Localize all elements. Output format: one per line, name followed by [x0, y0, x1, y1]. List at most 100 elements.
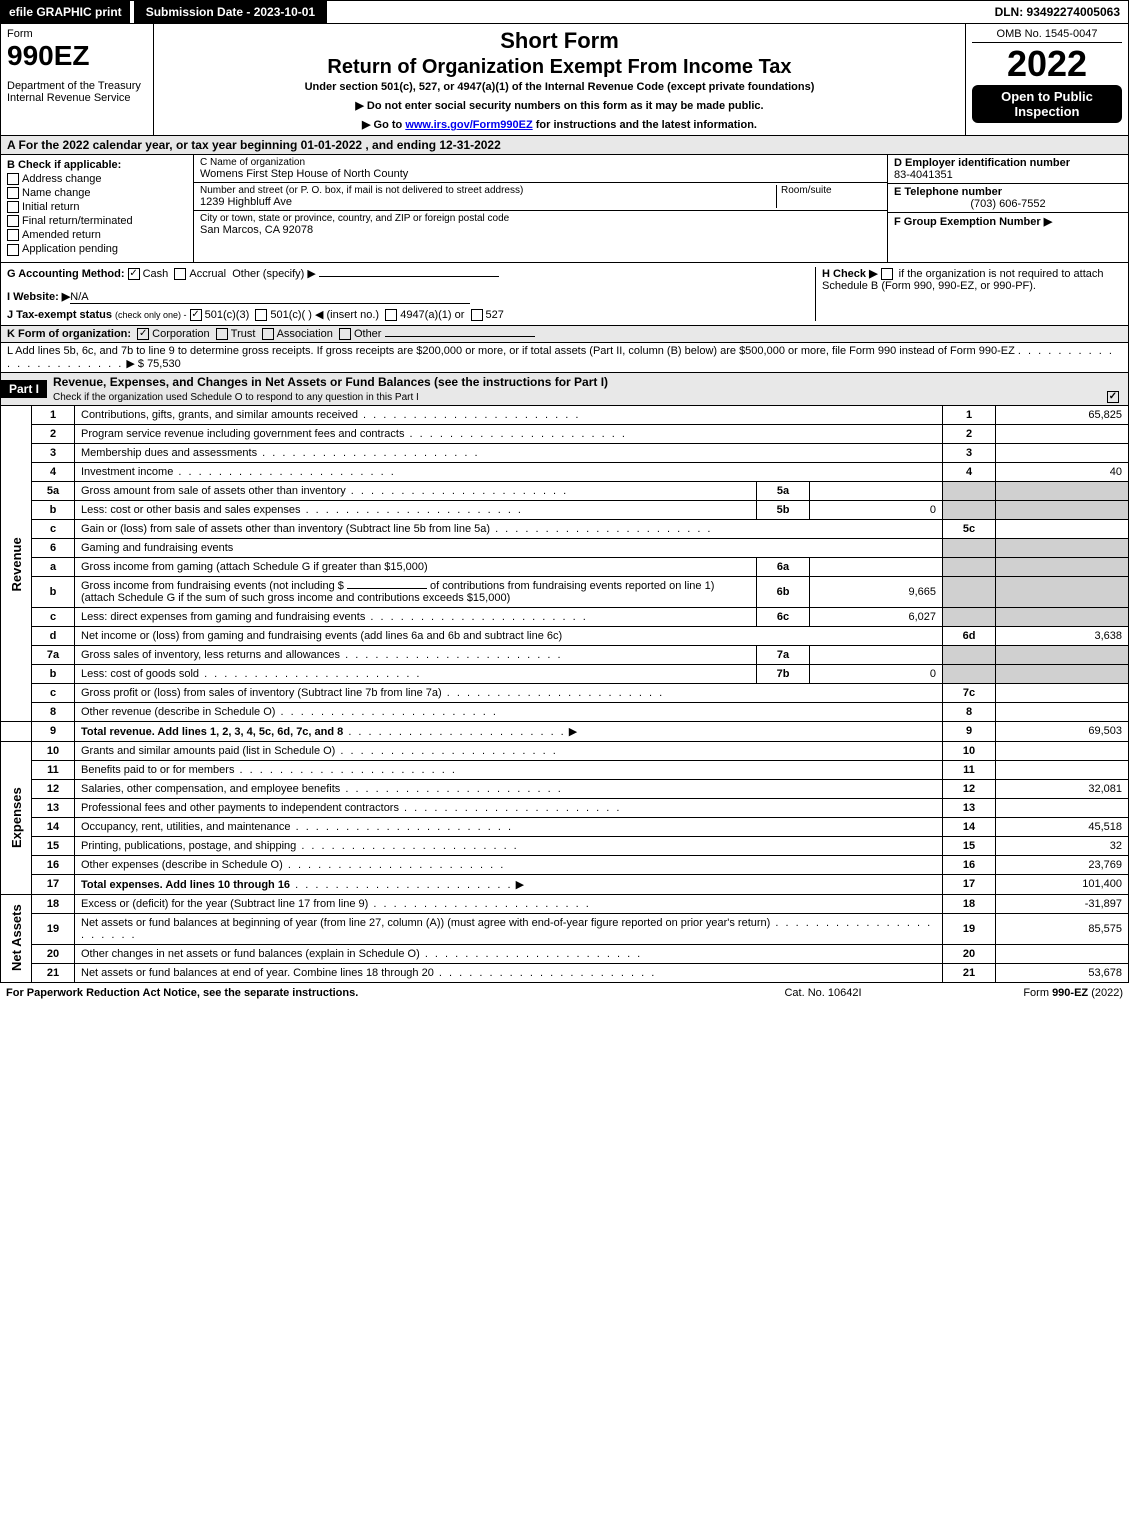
form-label: Form — [7, 28, 147, 40]
group-exemption-label: F Group Exemption Number ▶ — [894, 215, 1122, 228]
checkbox-corporation[interactable] — [137, 328, 149, 340]
omb-number: OMB No. 1545-0047 — [972, 28, 1122, 43]
ein-label: D Employer identification number — [894, 157, 1122, 169]
instr-post: for instructions and the latest informat… — [533, 119, 757, 131]
line-5c: c Gain or (loss) from sale of assets oth… — [1, 519, 1129, 538]
line-14: 14 Occupancy, rent, utilities, and maint… — [1, 817, 1129, 836]
street-address: 1239 Highbluff Ave — [200, 196, 776, 208]
line-11: 11 Benefits paid to or for members 11 — [1, 760, 1129, 779]
line-8: 8 Other revenue (describe in Schedule O)… — [1, 702, 1129, 721]
form-number: 990EZ — [7, 40, 147, 72]
netassets-vertical-label: Net Assets — [1, 894, 32, 982]
line-6a: a Gross income from gaming (attach Sched… — [1, 557, 1129, 576]
checkbox-trust[interactable] — [216, 328, 228, 340]
checkbox-schedule-o[interactable] — [1107, 391, 1119, 403]
city-label: City or town, state or province, country… — [200, 213, 881, 224]
city-row: City or town, state or province, country… — [194, 211, 887, 238]
line-12: 12 Salaries, other compensation, and emp… — [1, 779, 1129, 798]
checkbox-final-return[interactable]: Final return/terminated — [7, 215, 187, 227]
form-header: Form 990EZ Department of the Treasury In… — [0, 24, 1129, 136]
phone-row: E Telephone number (703) 606-7552 — [888, 184, 1128, 213]
part1-table: Revenue 1 Contributions, gifts, grants, … — [0, 406, 1129, 983]
line-16: 16 Other expenses (describe in Schedule … — [1, 855, 1129, 874]
checkbox-501c3[interactable] — [190, 309, 202, 321]
info-block: B Check if applicable: Address change Na… — [0, 155, 1129, 263]
line-7b: b Less: cost of goods sold 7b 0 — [1, 664, 1129, 683]
section-gh: G Accounting Method: Cash Accrual Other … — [0, 263, 1129, 326]
l-text: L Add lines 5b, 6c, and 7b to line 9 to … — [7, 345, 1015, 357]
checkbox-schedule-b[interactable] — [881, 268, 893, 280]
checkbox-cash[interactable] — [128, 268, 140, 280]
under-section: Under section 501(c), 527, or 4947(a)(1)… — [160, 81, 959, 93]
room-label: Room/suite — [781, 185, 881, 196]
instruction-link: ▶ Go to www.irs.gov/Form990EZ for instru… — [160, 118, 959, 131]
footer-form-ref: Form 990-EZ (2022) — [923, 987, 1123, 999]
short-form-title: Short Form — [160, 28, 959, 54]
part1-label: Part I — [1, 380, 47, 398]
g-label: G Accounting Method: — [7, 268, 125, 280]
checkbox-association[interactable] — [262, 328, 274, 340]
tax-exempt-row: J Tax-exempt status (check only one) - 5… — [7, 308, 815, 321]
checkbox-501c[interactable] — [255, 309, 267, 321]
street-label: Number and street (or P. O. box, if mail… — [200, 185, 776, 196]
other-specify: Other (specify) ▶ — [232, 268, 316, 280]
l-arrow: ▶ $ — [126, 358, 144, 370]
group-exemption-row: F Group Exemption Number ▶ — [888, 213, 1128, 230]
footer-cat-no: Cat. No. 10642I — [723, 987, 923, 999]
instr-pre: ▶ Go to — [362, 119, 405, 131]
open-public-badge: Open to Public Inspection — [972, 85, 1122, 123]
line-15: 15 Printing, publications, postage, and … — [1, 836, 1129, 855]
section-h: H Check ▶ if the organization is not req… — [815, 267, 1122, 321]
checkbox-application-pending[interactable]: Application pending — [7, 243, 187, 255]
part1-title: Revenue, Expenses, and Changes in Net As… — [47, 373, 1128, 405]
checkbox-amended-return[interactable]: Amended return — [7, 229, 187, 241]
phone-value: (703) 606-7552 — [894, 198, 1122, 210]
checkbox-accrual[interactable] — [174, 268, 186, 280]
city-state-zip: San Marcos, CA 92078 — [200, 224, 881, 236]
line-21: 21 Net assets or fund balances at end of… — [1, 963, 1129, 982]
line-9: 9 Total revenue. Add lines 1, 2, 3, 4, 5… — [1, 721, 1129, 741]
checkbox-name-change[interactable]: Name change — [7, 187, 187, 199]
efile-print-button[interactable]: efile GRAPHIC print — [1, 1, 130, 23]
checkbox-527[interactable] — [471, 309, 483, 321]
section-k: K Form of organization: Corporation Trus… — [0, 326, 1129, 343]
checkbox-initial-return[interactable]: Initial return — [7, 201, 187, 213]
line-10: Expenses 10 Grants and similar amounts p… — [1, 741, 1129, 760]
line-6: 6 Gaming and fundraising events — [1, 538, 1129, 557]
section-g-i-j: G Accounting Method: Cash Accrual Other … — [7, 267, 815, 321]
org-name: Womens First Step House of North County — [200, 168, 881, 180]
section-a-calendar-year: A For the 2022 calendar year, or tax yea… — [0, 136, 1129, 155]
org-name-label: C Name of organization — [200, 157, 881, 168]
checkbox-other-org[interactable] — [339, 328, 351, 340]
line-4: 4 Investment income 4 40 — [1, 462, 1129, 481]
page-footer: For Paperwork Reduction Act Notice, see … — [0, 983, 1129, 1003]
line-6c: c Less: direct expenses from gaming and … — [1, 607, 1129, 626]
line-20: 20 Other changes in net assets or fund b… — [1, 944, 1129, 963]
line-6b: b Gross income from fundraising events (… — [1, 576, 1129, 607]
checkbox-address-change[interactable]: Address change — [7, 173, 187, 185]
ein-row: D Employer identification number 83-4041… — [888, 155, 1128, 184]
irs-link[interactable]: www.irs.gov/Form990EZ — [405, 119, 532, 131]
i-label: I Website: ▶ — [7, 291, 70, 303]
org-name-row: C Name of organization Womens First Step… — [194, 155, 887, 183]
submission-date: Submission Date - 2023-10-01 — [134, 1, 327, 23]
header-left: Form 990EZ Department of the Treasury In… — [1, 24, 154, 135]
line-19: 19 Net assets or fund balances at beginn… — [1, 913, 1129, 944]
section-b-checkboxes: B Check if applicable: Address change Na… — [1, 155, 194, 262]
checkbox-4947[interactable] — [385, 309, 397, 321]
k-label: K Form of organization: — [7, 328, 131, 340]
line-2: 2 Program service revenue including gove… — [1, 424, 1129, 443]
line-1: Revenue 1 Contributions, gifts, grants, … — [1, 406, 1129, 425]
department-label: Department of the Treasury Internal Reve… — [7, 80, 147, 104]
h-label: H Check ▶ — [822, 268, 878, 280]
revenue-vertical-label: Revenue — [1, 406, 32, 722]
dln-number: DLN: 93492274005063 — [987, 1, 1128, 23]
ein-value: 83-4041351 — [894, 169, 1122, 181]
website-value: N/A — [70, 291, 88, 303]
line-13: 13 Professional fees and other payments … — [1, 798, 1129, 817]
j-label: J Tax-exempt status — [7, 309, 112, 321]
expenses-vertical-label: Expenses — [1, 741, 32, 894]
website-row: I Website: ▶N/A — [7, 290, 815, 304]
line-6d: d Net income or (loss) from gaming and f… — [1, 626, 1129, 645]
line-18: Net Assets 18 Excess or (deficit) for th… — [1, 894, 1129, 913]
